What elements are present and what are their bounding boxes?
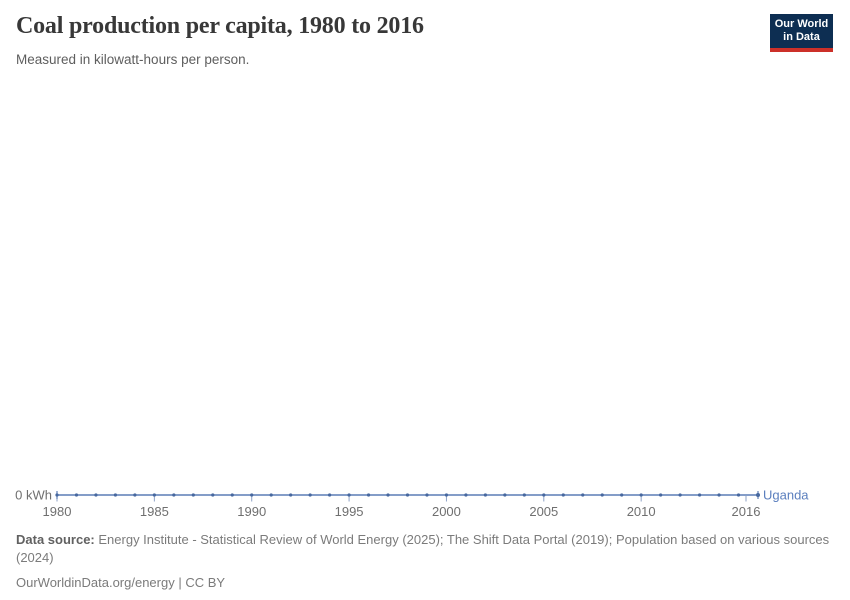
data-point xyxy=(600,493,604,497)
axis-svg: 1980 1985 1990 1995 2000 2005 2010 2016 0 kWh Uga… xyxy=(15,488,809,520)
data-point xyxy=(697,493,702,497)
license-separator: | xyxy=(174,575,186,591)
data-point xyxy=(172,493,176,497)
y-axis-label: 0 kWh xyxy=(15,488,52,503)
data-point xyxy=(639,493,643,497)
data-point xyxy=(74,493,79,497)
data-point xyxy=(405,493,410,497)
data-point xyxy=(308,493,312,497)
x-axis-tick-label: 1995 xyxy=(335,504,364,519)
data-point xyxy=(425,493,429,497)
data-point xyxy=(386,493,390,497)
data-point xyxy=(659,493,663,497)
license-line: OurWorldinData.org/energy | CC BY xyxy=(16,574,836,592)
data-point xyxy=(113,493,118,497)
x-axis-tick-label: 2016 xyxy=(732,504,761,519)
x-axis-tick-label: 2010 xyxy=(627,504,656,519)
data-point xyxy=(756,493,760,497)
x-axis-tick-label: 2000 xyxy=(432,504,461,519)
data-point xyxy=(522,493,526,497)
data-point xyxy=(94,493,98,497)
data-point xyxy=(211,493,215,497)
data-point xyxy=(542,493,546,497)
data-point xyxy=(289,493,293,497)
entity-label: Uganda xyxy=(763,488,809,503)
data-point xyxy=(581,493,585,497)
data-point xyxy=(464,493,468,497)
license-label: CC BY xyxy=(185,575,226,591)
data-point xyxy=(152,493,156,497)
data-point xyxy=(717,493,721,497)
data-point xyxy=(366,493,371,497)
data-point xyxy=(347,493,351,497)
owid-logo-line1: Our World xyxy=(774,18,829,30)
data-point xyxy=(561,493,565,497)
page-title: Coal production per capita, 1980 to 2016 xyxy=(16,13,424,39)
data-point xyxy=(620,493,624,497)
x-axis-tick-label: 1990 xyxy=(237,504,266,519)
data-point xyxy=(503,493,507,497)
data-point xyxy=(250,493,254,497)
data-point xyxy=(55,493,59,497)
owid-logo[interactable]: Our World in Data xyxy=(770,14,833,52)
data-point xyxy=(269,493,273,497)
data-point xyxy=(191,493,195,497)
data-point xyxy=(678,493,682,497)
owid-logo-line2: in Data xyxy=(783,31,820,43)
data-point xyxy=(483,493,487,497)
data-point xyxy=(444,493,449,497)
plot-area xyxy=(0,80,850,480)
data-source-label: Data source: xyxy=(16,532,95,547)
data-source-line: Data source: Energy Institute - Statisti… xyxy=(16,531,836,567)
x-axis-tick-label: 1985 xyxy=(140,504,169,519)
data-point xyxy=(736,493,741,497)
chart-subtitle: Measured in kilowatt-hours per person. xyxy=(16,52,250,67)
data-point xyxy=(230,493,234,497)
x-axis-tick-label: 1980 xyxy=(43,504,72,519)
data-point xyxy=(133,493,137,497)
data-point xyxy=(328,493,332,497)
chart-footer: Data source: Energy Institute - Statisti… xyxy=(16,531,836,593)
x-axis-tick-label: 2005 xyxy=(529,504,558,519)
owid-energy-link[interactable]: OurWorldinData.org/energy xyxy=(16,575,175,591)
data-source-text: Energy Institute - Statistical Review of… xyxy=(16,532,830,566)
